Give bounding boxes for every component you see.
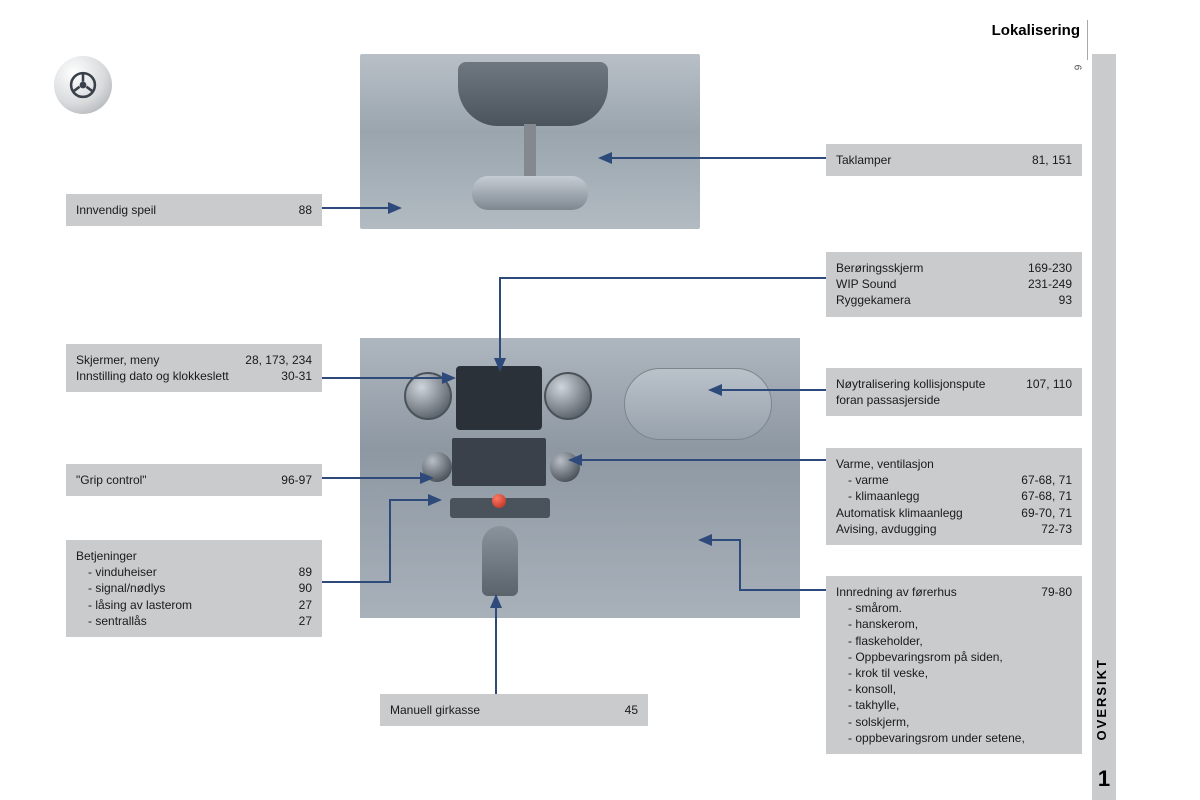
page-ref: 30-31 (281, 368, 312, 384)
page-ref: 107, 110 (1026, 376, 1072, 408)
list-item: - sentrallås (88, 613, 287, 629)
label: Skjermer, meny (76, 352, 233, 368)
page-ref: 27 (299, 613, 312, 629)
page-ref: 88 (299, 202, 312, 218)
page-ref: 96-97 (281, 472, 312, 488)
callout-screens: Skjermer, meny 28, 173, 234 Innstilling … (66, 344, 322, 392)
list-item: - signal/nødlys (88, 580, 287, 596)
label: Berøringsskjerm (836, 260, 1016, 276)
illustration-dashboard (360, 338, 800, 618)
page-ref: 81, 151 (1032, 152, 1072, 168)
illustration-ceiling (360, 54, 700, 229)
label: Taklamper (836, 152, 1020, 168)
page-ref: 79-80 (1041, 584, 1072, 600)
page-ref: 67-68, 71 (1021, 472, 1072, 488)
callout-cabin: Innredning av førerhus 79-80 - smårom. - … (826, 576, 1082, 754)
label: Betjeninger (76, 548, 312, 564)
page-ref: 231-249 (1028, 276, 1072, 292)
page-ref: 67-68, 71 (1021, 488, 1072, 504)
label: Innvendig speil (76, 202, 287, 218)
list-item: - konsoll, (836, 681, 1072, 697)
label: Manuell girkasse (390, 702, 613, 718)
callout-gearbox: Manuell girkasse 45 (380, 694, 648, 726)
label: Ryggekamera (836, 292, 1047, 308)
callout-grip: "Grip control" 96-97 (66, 464, 322, 496)
callout-airbag: Nøytralisering kollisjonspute foran pass… (826, 368, 1082, 416)
list-item: - takhylle, (836, 697, 1072, 713)
label: WIP Sound (836, 276, 1016, 292)
label: "Grip control" (76, 472, 269, 488)
list-item: - solskjerm, (836, 714, 1072, 730)
list-item: - smårom. (836, 600, 1072, 616)
callout-hvac: Varme, ventilasjon - varme 67-68, 71 - kl… (826, 448, 1082, 545)
callout-mirror: Innvendig speil 88 (66, 194, 322, 226)
callout-ceiling-lamps: Taklamper 81, 151 (826, 144, 1082, 176)
list-item: - krok til veske, (836, 665, 1072, 681)
page-ref: 69-70, 71 (1021, 505, 1072, 521)
page-ref: 93 (1059, 292, 1072, 308)
label: Nøytralisering kollisjonspute foran pass… (836, 376, 1014, 408)
side-tab: OVERSIKT (1092, 54, 1116, 800)
page-ref: 90 (299, 580, 312, 596)
callout-controls: Betjeninger - vinduheiser 89 - signal/nød… (66, 540, 322, 637)
list-item: - klimaanlegg (848, 488, 1009, 504)
list-item: - varme (848, 472, 1009, 488)
list-item: - hanskerom, (836, 616, 1072, 632)
label: Innredning av førerhus (836, 584, 1029, 600)
page-ref: 72-73 (1041, 521, 1072, 537)
label: Innstilling dato og klokkeslett (76, 368, 269, 384)
page-ref: 169-230 (1028, 260, 1072, 276)
page-ref: 28, 173, 234 (245, 352, 312, 368)
page-title: Lokalisering (992, 22, 1080, 39)
callout-touchscreen: Berøringsskjerm169-230 WIP Sound231-249 … (826, 252, 1082, 317)
list-item: - vinduheiser (88, 564, 287, 580)
page-ref: 27 (299, 597, 312, 613)
list-item: - flaskeholder, (836, 633, 1072, 649)
label: Automatisk klimaanlegg (836, 505, 1009, 521)
title-divider (1087, 20, 1088, 60)
side-tab-label: OVERSIKT (1094, 658, 1114, 740)
page-ref: 89 (299, 564, 312, 580)
list-item: - låsing av lasterom (88, 597, 287, 613)
chapter-number: 1 (1092, 766, 1116, 792)
list-item: - oppbevaringsrom under setene, (836, 730, 1072, 746)
label: Avising, avdugging (836, 521, 1029, 537)
page-ref: 45 (625, 702, 638, 718)
label: Varme, ventilasjon (836, 456, 1060, 472)
list-item: - Oppbevaringsrom på siden, (836, 649, 1072, 665)
steering-icon (66, 68, 100, 102)
page-number: 9 (1074, 65, 1085, 71)
section-icon (54, 56, 112, 114)
